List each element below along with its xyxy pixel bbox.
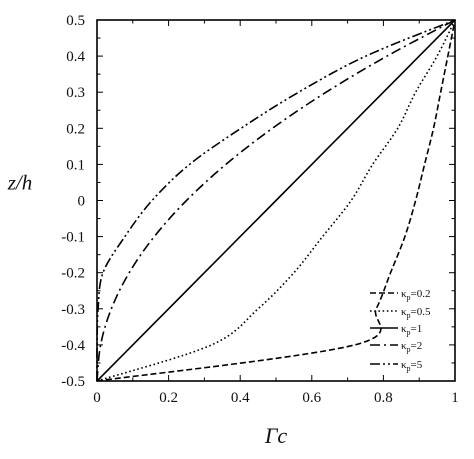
legend: κp=0.2 κp=0.5 κp=1 κp=2 κp=5	[370, 288, 431, 373]
y-tick-label: 0	[78, 194, 86, 210]
y-tick-label: -0.4	[61, 338, 85, 354]
y-tick-label: 0.3	[66, 85, 85, 101]
series-layer	[96, 19, 456, 382]
plot-frame	[96, 19, 456, 382]
series-line-4	[96, 19, 456, 382]
series-line-1	[96, 19, 456, 382]
x-tick-label: 0	[93, 390, 101, 406]
y-tick-label: 0.2	[66, 121, 85, 137]
series-line-2	[96, 19, 456, 382]
legend-label-4: κp=2	[401, 340, 422, 354]
x-tick-label: 0.4	[231, 390, 250, 406]
x-tick-label: 0.2	[159, 390, 178, 406]
series-line-3	[96, 19, 456, 382]
legend-label-5: κp=5	[401, 359, 423, 373]
x-tick-label: 0.6	[302, 390, 321, 406]
x-tick-label: 0.8	[374, 390, 393, 406]
x-axis-title: Γc	[264, 423, 288, 448]
x-tick-label: 1	[451, 390, 459, 406]
y-tick-label: 0.5	[66, 13, 85, 29]
tick-labels-layer: 0 0.2 0.4 0.6 0.8 1 -0.5 -0.4 -0.3 -0.2 -0.1 0 0.1 0.…	[61, 13, 459, 406]
y-tick-label: 0.1	[66, 157, 85, 173]
legend-label-1: κp=0.2	[401, 288, 431, 302]
y-axis-title: z/h	[7, 170, 33, 194]
y-tick-label: -0.5	[61, 374, 85, 390]
y-tick-label: -0.1	[61, 230, 85, 246]
y-tick-label: -0.3	[61, 302, 85, 318]
y-tick-label: -0.2	[61, 266, 85, 282]
y-tick-label: 0.4	[66, 49, 85, 65]
legend-label-3: κp=1	[401, 323, 422, 337]
legend-label-2: κp=0.5	[401, 306, 431, 320]
